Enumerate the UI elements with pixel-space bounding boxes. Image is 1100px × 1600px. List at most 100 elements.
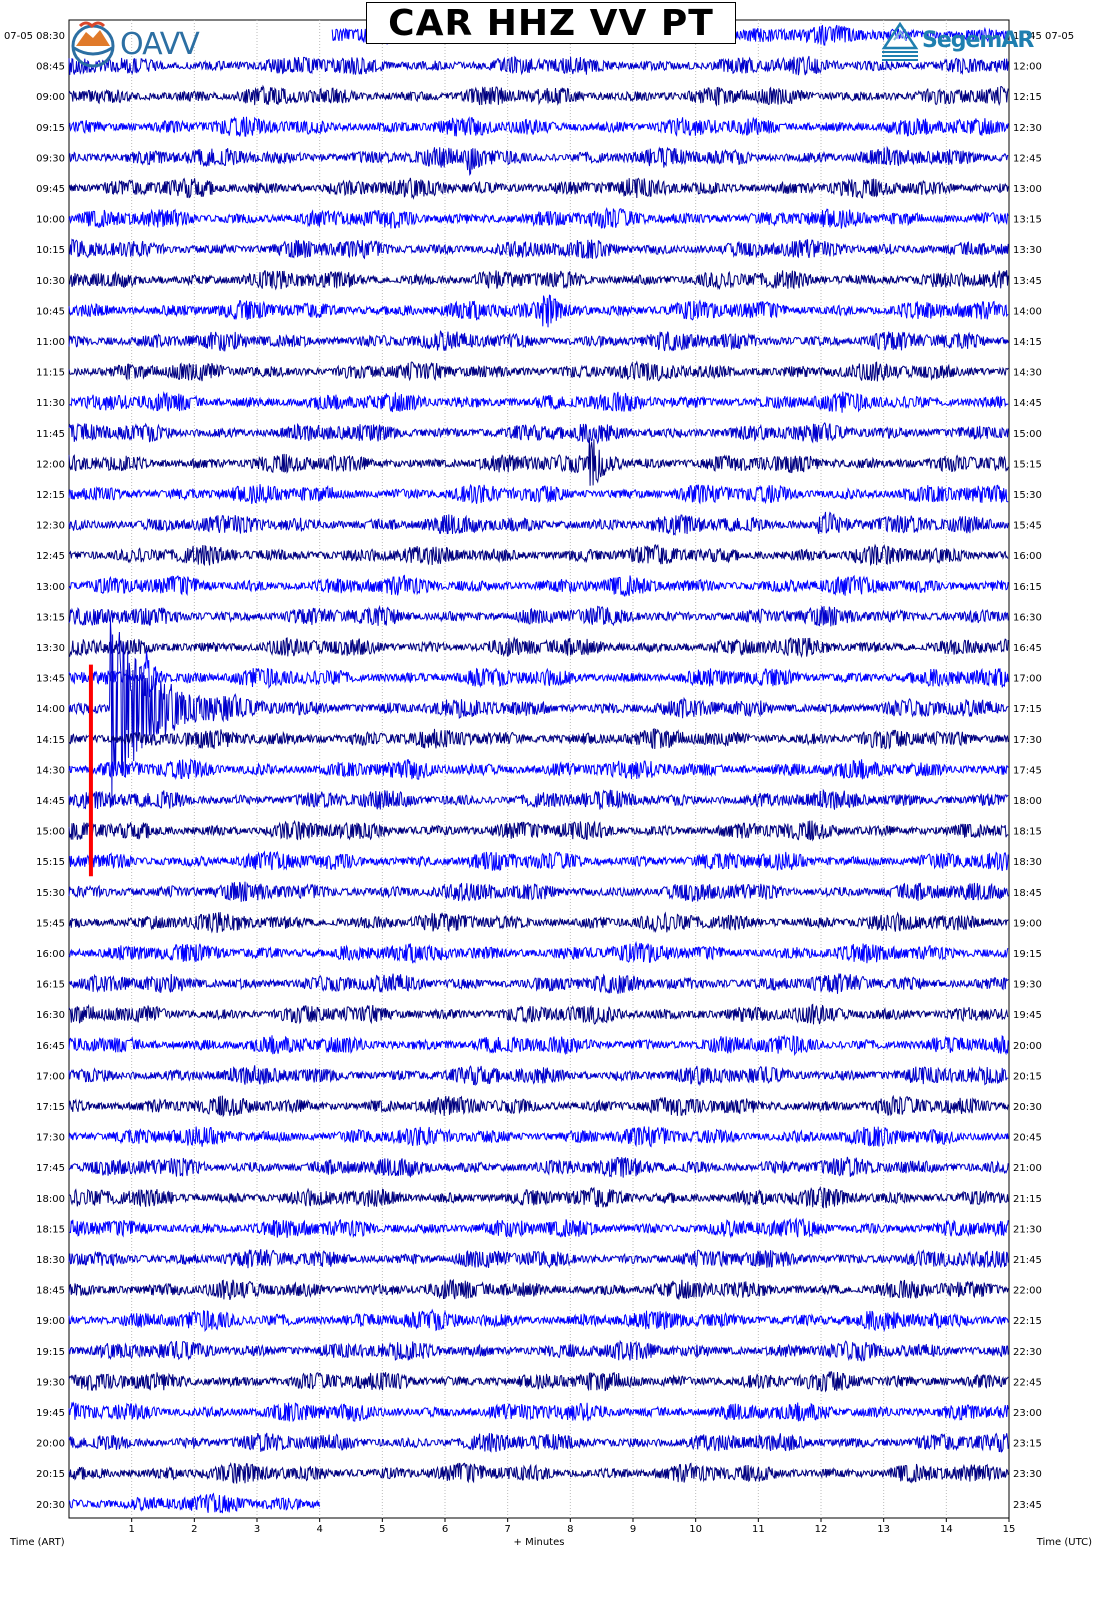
row-label-right: 20:00 xyxy=(1013,1041,1042,1052)
row-label-right: 22:45 xyxy=(1013,1377,1042,1388)
row-label-left: 18:30 xyxy=(36,1255,65,1266)
row-label-right: 11:45 07-05 xyxy=(1013,31,1074,42)
row-label-right: 19:15 xyxy=(1013,949,1042,960)
row-label-left: 09:15 xyxy=(36,123,65,134)
row-label-left: 19:30 xyxy=(36,1377,65,1388)
trace-row xyxy=(68,1034,1009,1057)
row-label-right: 12:15 xyxy=(1013,92,1042,103)
row-label-left: 10:00 xyxy=(36,215,65,226)
row-label-right: 23:45 xyxy=(1013,1500,1042,1511)
row-label-left: 17:30 xyxy=(36,1133,65,1144)
row-label-left: 09:30 xyxy=(36,153,65,164)
trace-row xyxy=(68,758,1009,780)
x-tick-label: 13 xyxy=(877,1524,890,1535)
x-tick-label: 12 xyxy=(815,1524,828,1535)
row-label-right: 18:00 xyxy=(1013,796,1042,807)
trace-row xyxy=(68,819,1009,842)
x-tick-label: 8 xyxy=(567,1524,573,1535)
row-label-right: 16:45 xyxy=(1013,643,1042,654)
row-label-left: 12:15 xyxy=(36,490,65,501)
row-label-right: 18:30 xyxy=(1013,857,1042,868)
trace-row xyxy=(68,270,1009,291)
row-label-left: 11:15 xyxy=(36,368,65,379)
trace-row xyxy=(68,145,1009,176)
x-tick-label: 2 xyxy=(191,1524,197,1535)
row-label-right: 19:45 xyxy=(1013,1010,1042,1021)
row-label-left: 10:15 xyxy=(36,245,65,256)
row-label-right: 20:30 xyxy=(1013,1102,1042,1113)
row-label-left: 16:30 xyxy=(36,1010,65,1021)
row-label-left: 08:45 xyxy=(36,62,65,73)
row-label-right: 16:30 xyxy=(1013,612,1042,623)
oavv-logo: OAVV xyxy=(70,18,200,70)
row-label-right: 21:45 xyxy=(1013,1255,1042,1266)
trace-row xyxy=(68,1185,1009,1209)
row-label-left: 14:00 xyxy=(36,704,65,715)
trace-row xyxy=(68,330,1009,352)
trace-row xyxy=(68,294,1009,328)
row-label-right: 17:00 xyxy=(1013,674,1042,685)
left-axis-label: Time (ART) xyxy=(9,1537,65,1548)
row-label-left: 15:15 xyxy=(36,857,65,868)
row-label-right: 20:45 xyxy=(1013,1133,1042,1144)
row-label-right: 19:30 xyxy=(1013,980,1042,991)
oavv-logo-text: OAVV xyxy=(120,26,200,62)
row-label-left: 14:45 xyxy=(36,796,65,807)
row-label-left: 16:15 xyxy=(36,980,65,991)
row-label-right: 23:15 xyxy=(1013,1439,1042,1450)
trace-row xyxy=(68,850,1009,871)
row-label-left: 14:15 xyxy=(36,735,65,746)
row-label-right: 12:45 xyxy=(1013,153,1042,164)
trace-row xyxy=(68,1217,1009,1239)
trace-row xyxy=(68,116,1009,137)
row-label-right: 21:15 xyxy=(1013,1194,1042,1205)
trace-row xyxy=(68,1094,1009,1118)
row-label-left: 18:00 xyxy=(36,1194,65,1205)
trace-row xyxy=(68,206,1009,230)
trace-row xyxy=(68,511,1009,536)
x-tick-label: 10 xyxy=(689,1524,702,1535)
trace-row xyxy=(68,1432,1009,1453)
row-label-left: 18:15 xyxy=(36,1224,65,1235)
row-label-right: 22:15 xyxy=(1013,1316,1042,1327)
row-label-right: 15:45 xyxy=(1013,521,1042,532)
row-label-right: 21:30 xyxy=(1013,1224,1042,1235)
trace-row xyxy=(68,788,1009,810)
row-label-right: 17:45 xyxy=(1013,765,1042,776)
trace-row xyxy=(68,1065,1009,1087)
row-label-right: 17:15 xyxy=(1013,704,1042,715)
row-label-left: 15:45 xyxy=(36,918,65,929)
trace-row xyxy=(68,911,1009,934)
row-label-left: 20:30 xyxy=(36,1500,65,1511)
x-tick-label: 1 xyxy=(128,1524,134,1535)
right-axis-label: Time (UTC) xyxy=(1036,1537,1092,1548)
x-tick-label: 5 xyxy=(379,1524,385,1535)
trace-row xyxy=(68,391,1009,413)
row-label-left: 13:15 xyxy=(36,612,65,623)
trace-row xyxy=(68,940,1009,964)
segemar-logo-icon xyxy=(881,21,919,61)
chart-title: CAR HHZ VV PT xyxy=(366,2,736,44)
trace-row xyxy=(68,1126,1009,1148)
row-label-right: 12:00 xyxy=(1013,62,1042,73)
row-label-left: 10:45 xyxy=(36,306,65,317)
row-label-right: 16:00 xyxy=(1013,551,1042,562)
row-label-right: 23:30 xyxy=(1013,1469,1042,1480)
x-tick-label: 14 xyxy=(940,1524,953,1535)
row-label-right: 14:00 xyxy=(1013,306,1042,317)
oavv-volcano-logo-icon xyxy=(71,21,115,68)
trace-row xyxy=(68,574,1009,598)
row-label-left: 19:15 xyxy=(36,1347,65,1358)
x-tick-label: 4 xyxy=(316,1524,322,1535)
trace-row xyxy=(68,636,1009,658)
row-label-right: 14:45 xyxy=(1013,398,1042,409)
row-label-left: 11:00 xyxy=(36,337,65,348)
trace-row xyxy=(68,1003,1009,1025)
row-label-left: 12:00 xyxy=(36,459,65,470)
trace-row xyxy=(68,881,1009,902)
row-label-left: 14:30 xyxy=(36,765,65,776)
row-label-left: 13:30 xyxy=(36,643,65,654)
row-label-right: 18:45 xyxy=(1013,888,1042,899)
x-axis-label: + Minutes xyxy=(514,1537,565,1548)
row-label-left: 18:45 xyxy=(36,1286,65,1297)
